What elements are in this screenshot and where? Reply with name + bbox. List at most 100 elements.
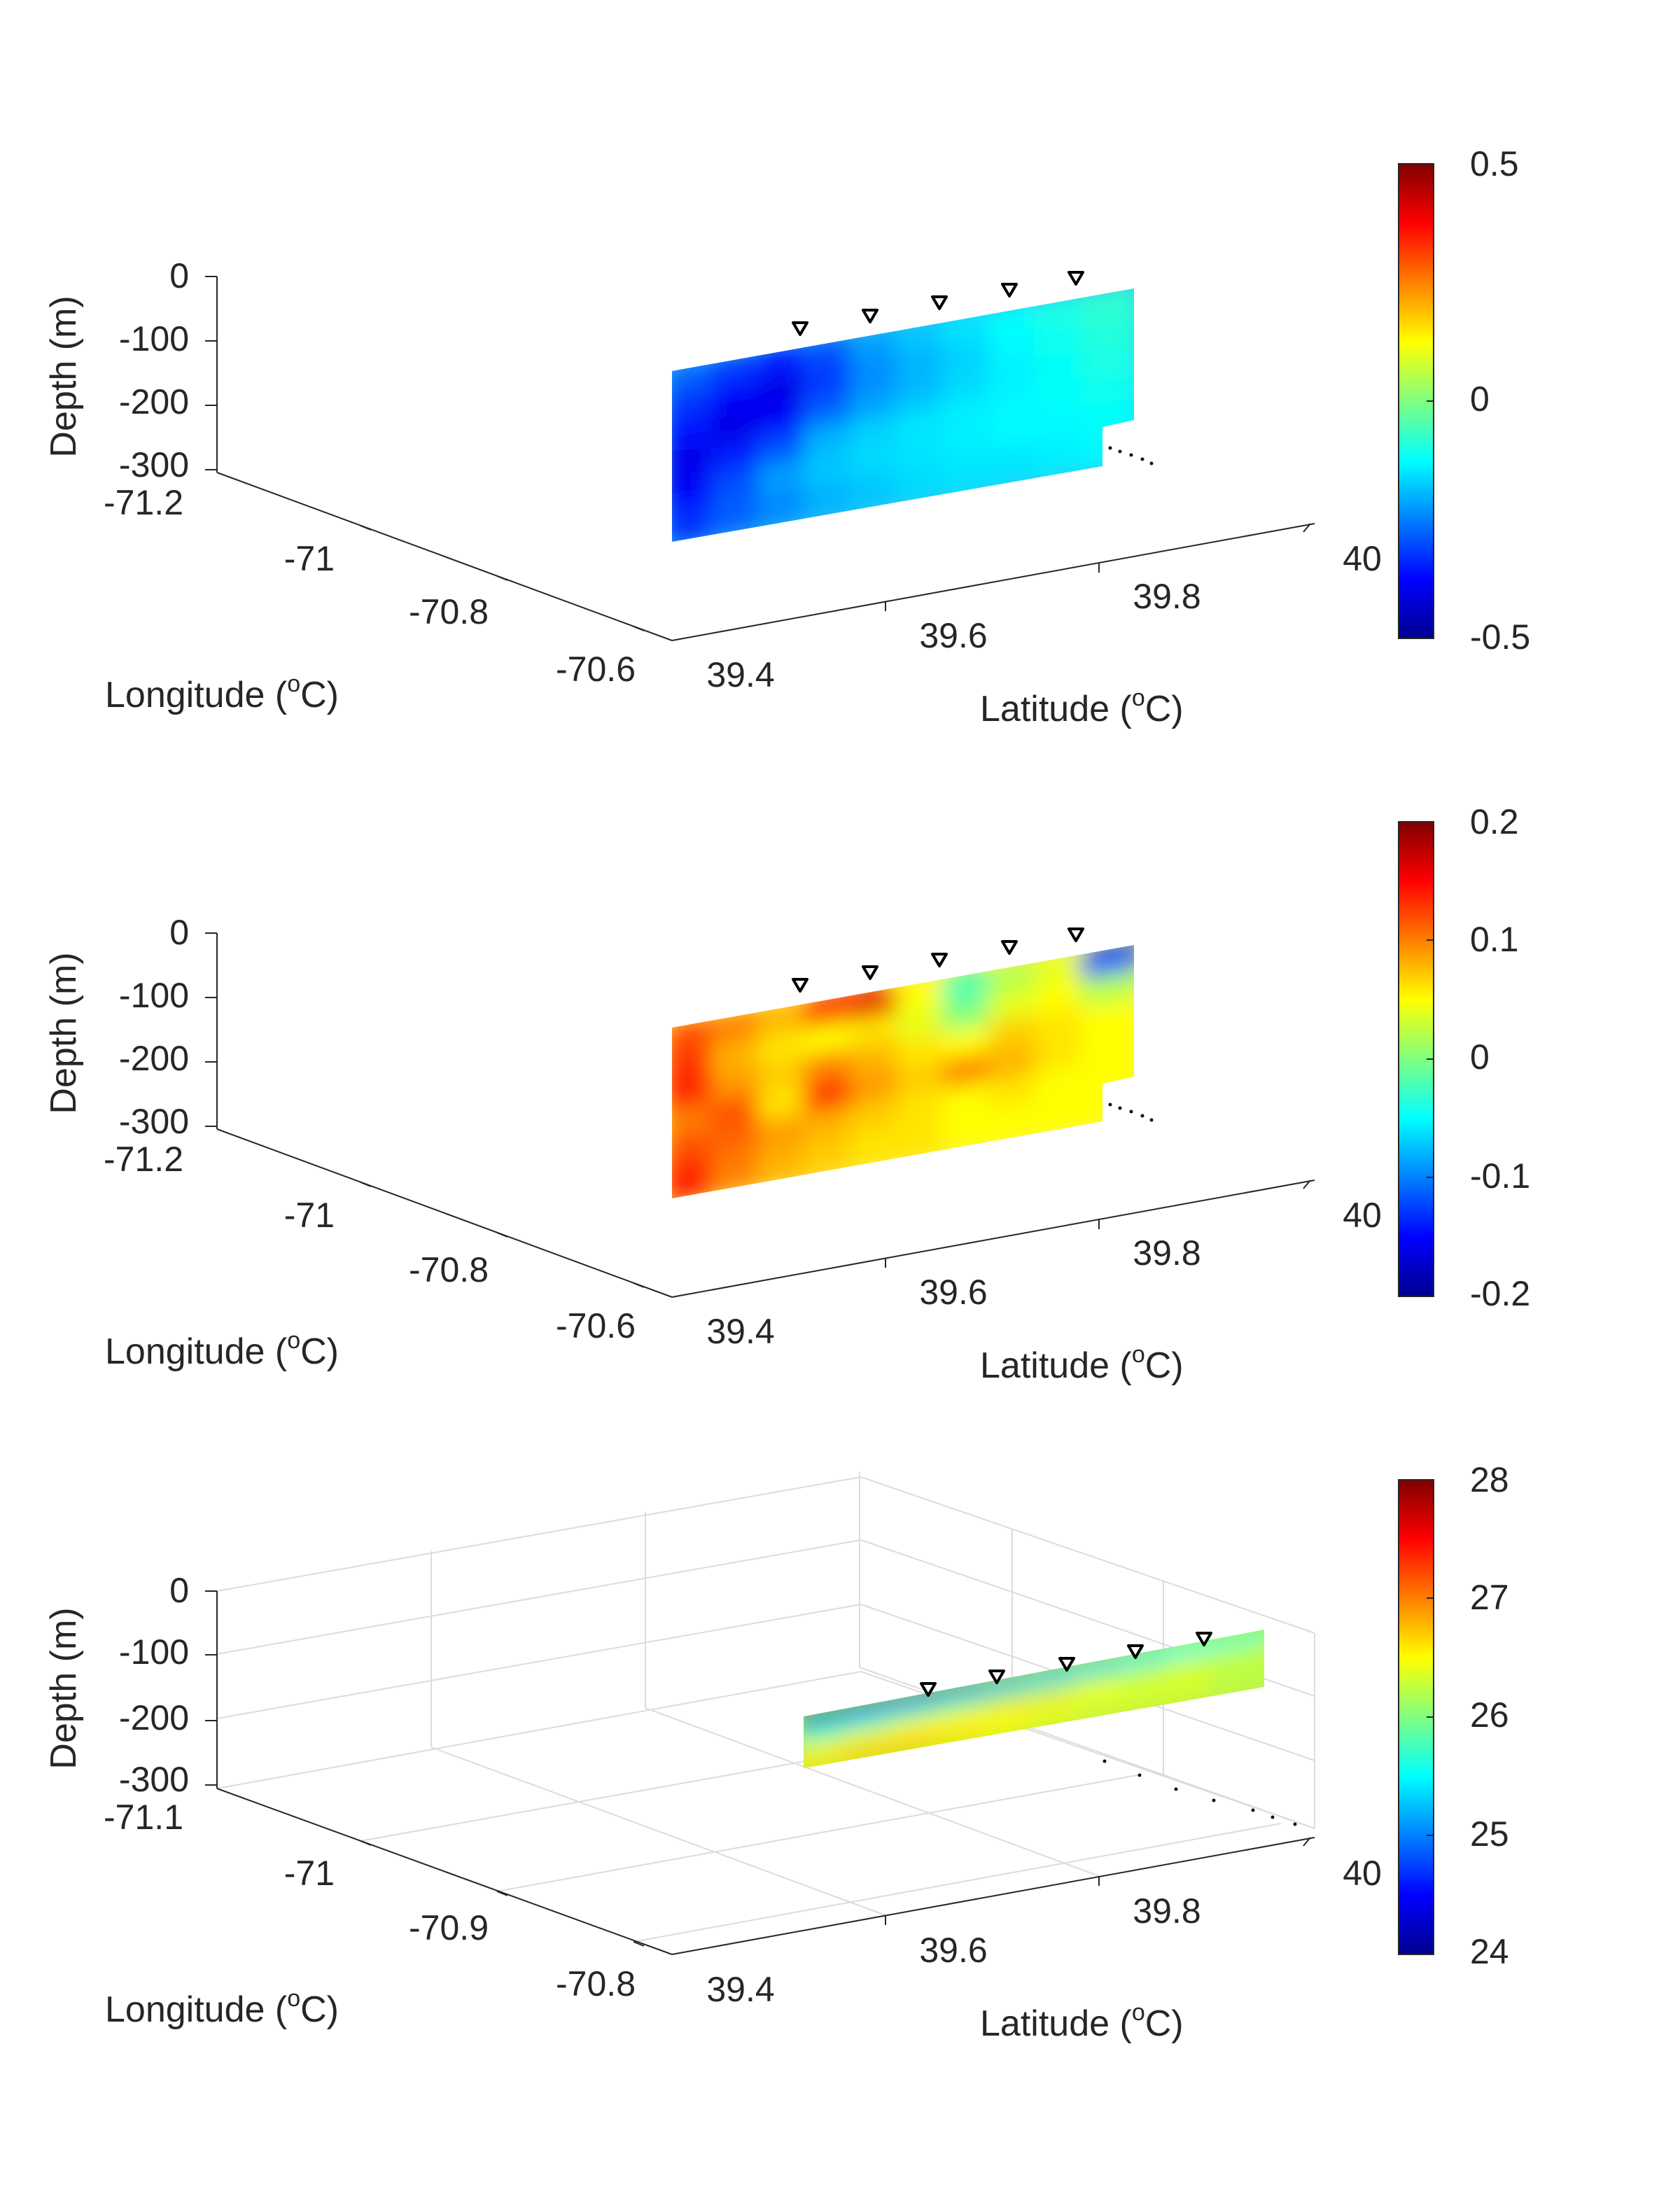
heatmap-cell <box>1119 1656 1180 1685</box>
depth-tick-label: 0 <box>169 1571 189 1610</box>
heatmap-cell <box>934 1691 995 1720</box>
depth-axis-label: Depth (m) <box>43 295 84 457</box>
depth-tick-label: -100 <box>119 976 189 1015</box>
colorbar-tick-label: 0.5 <box>1470 144 1519 183</box>
station-marker <box>931 953 948 967</box>
latitude-axis-label-text: Latitude ( <box>980 689 1132 729</box>
heatmap-cell <box>850 466 910 514</box>
heatmap-cell <box>1119 1670 1180 1698</box>
heatmap-cell <box>888 1687 949 1716</box>
heatmap-cell <box>1165 1634 1226 1663</box>
heatmap-cell <box>934 1704 995 1732</box>
latitude-tick-label: 39.8 <box>1133 577 1200 616</box>
latitude-tick-label: 39.8 <box>1133 1233 1200 1273</box>
station-marker <box>792 321 808 336</box>
heatmap-cell <box>1119 1682 1180 1711</box>
heatmap-cell <box>981 1695 1041 1724</box>
latitude-axis-label-text: Latitude ( <box>980 1345 1132 1386</box>
colorbar-tick-label: 0.2 <box>1470 802 1519 841</box>
depth-tick-label: -100 <box>119 1632 189 1672</box>
section-heatmap <box>672 945 1134 1198</box>
colorbar-tick-label: 0 <box>1470 379 1490 419</box>
heatmap-cell <box>1027 1674 1087 1702</box>
depth-tick-label: -200 <box>119 382 189 421</box>
longitude-tick-label: -71 <box>284 1196 335 1235</box>
depth-tick-label: -300 <box>119 445 189 484</box>
longitude-tick-label: -71.2 <box>104 1140 183 1179</box>
heatmap-cell <box>804 1743 857 1768</box>
panel-3: 0 -100 -200 -300 -71.1 -71 -70.9 -70.8 3… <box>43 1460 1509 2044</box>
heatmap-cell <box>842 1721 903 1750</box>
station-marker <box>920 1682 937 1697</box>
depth-tick-label: 0 <box>169 913 189 952</box>
longitude-tick-label: -70.8 <box>409 592 489 631</box>
panel-1: 0 -100 -200 -300 -71.2 -71 -70.8 -70.6 3… <box>43 144 1530 729</box>
heatmap-cell <box>1211 1665 1264 1693</box>
degree-superscript: o <box>287 1327 300 1354</box>
degree-superscript: o <box>287 671 300 697</box>
longitude-tick-label: -71 <box>284 1854 335 1893</box>
depth-tick-label: -200 <box>119 1698 189 1737</box>
station-marker <box>862 965 878 980</box>
latitude-tick-label: 39.6 <box>919 1273 987 1312</box>
depth-tick-label: -100 <box>119 319 189 358</box>
latitude-axis-line <box>671 523 1315 641</box>
colorbar-tick-label: -0.5 <box>1470 617 1530 657</box>
station-marker <box>988 1670 1005 1684</box>
colorbar-tick-label: 27 <box>1470 1578 1509 1617</box>
station-marker <box>1001 283 1018 298</box>
latitude-tick-label: 39.8 <box>1133 1891 1200 1931</box>
longitude-axis-line <box>216 472 673 641</box>
colorbar-tick-label: 0 <box>1470 1037 1490 1077</box>
station-marker <box>931 295 948 310</box>
latitude-axis-line <box>671 1837 1315 1955</box>
seafloor-trace <box>1102 1759 1297 1826</box>
heatmap-cell <box>1072 1691 1133 1720</box>
longitude-tick-label: -70.6 <box>556 650 636 689</box>
heatmap-cell <box>888 1700 949 1728</box>
heatmap-cell <box>842 1695 903 1724</box>
depth-axis-label: Depth (m) <box>43 952 84 1114</box>
degree-superscript: o <box>1132 1341 1145 1368</box>
longitude-tick-label: -71.2 <box>104 483 183 522</box>
latitude-tick-label: 40 <box>1343 1196 1382 1235</box>
latitude-tick-label: 39.4 <box>706 1970 774 2009</box>
heatmap-cell <box>1119 1644 1180 1672</box>
colorbar-tick-label: 25 <box>1470 1814 1509 1854</box>
station-marker <box>1127 1644 1144 1659</box>
heatmap-cell <box>1027 1661 1087 1690</box>
heatmap-cell <box>842 1709 903 1737</box>
longitude-tick-label: -70.8 <box>556 1964 636 2003</box>
longitude-tick-label: -71.1 <box>104 1798 183 1837</box>
heatmap-cell <box>942 449 1002 498</box>
unit-suffix: C) <box>300 675 339 715</box>
heatmap-cell <box>757 483 818 531</box>
heatmap-cell <box>896 458 956 506</box>
longitude-axis-line <box>216 1128 673 1298</box>
heatmap-cell <box>981 1670 1041 1698</box>
longitude-tick-label: -70.9 <box>409 1908 489 1947</box>
latitude-tick-label: 39.6 <box>919 616 987 655</box>
longitude-axis-label-text: Longitude ( <box>105 1989 288 2030</box>
latitude-tick-label: 39.6 <box>919 1931 987 1970</box>
latitude-tick-label: 40 <box>1343 1854 1382 1893</box>
depth-tick-label: -300 <box>119 1102 189 1141</box>
latitude-tick-label: 39.4 <box>706 1312 774 1351</box>
depth-tick-label: 0 <box>169 256 189 295</box>
station-marker <box>862 309 878 323</box>
degree-superscript: o <box>1132 1999 1145 2026</box>
heatmap-cell <box>988 442 1049 490</box>
unit-suffix: C) <box>1145 1345 1184 1386</box>
station-marker <box>792 978 808 993</box>
heatmap-cell <box>1165 1648 1226 1676</box>
seafloor-trace <box>1108 1102 1154 1122</box>
colorbar-tick-label: 0.1 <box>1470 920 1519 959</box>
heatmap-cell <box>1165 1674 1226 1702</box>
heatmap-cell <box>1027 1700 1087 1728</box>
latitude-axis-label-text: Latitude ( <box>980 2003 1132 2044</box>
longitude-axis-label: Longitude (oC) <box>105 671 339 715</box>
depth-tick-label: -300 <box>119 1760 189 1799</box>
heatmap-cell <box>804 1730 857 1759</box>
degree-superscript: o <box>1132 685 1145 711</box>
